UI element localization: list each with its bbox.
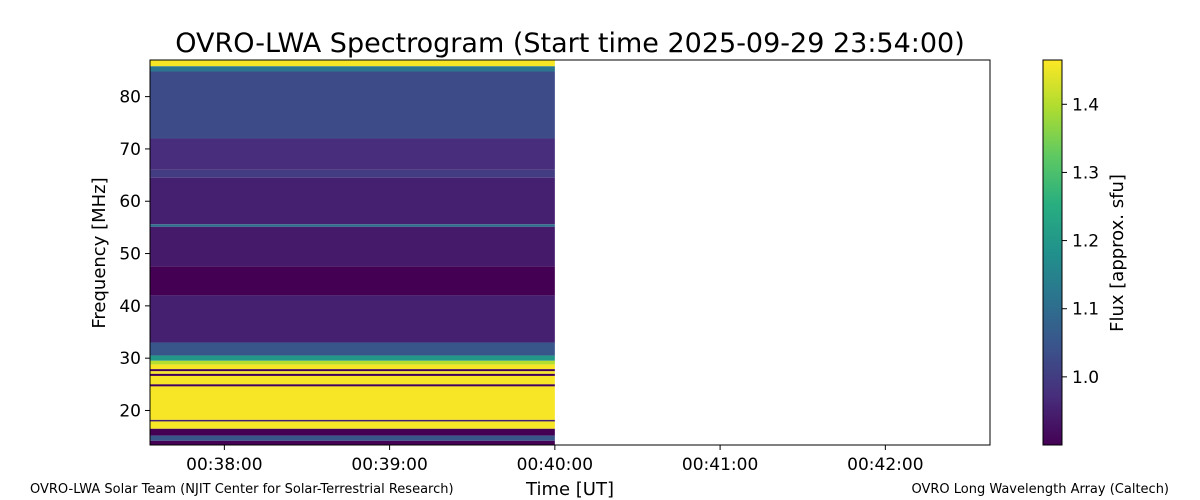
plot-frame xyxy=(149,59,991,446)
spectrogram-band xyxy=(150,440,555,445)
spectrogram-band xyxy=(150,421,555,429)
colorbar-tick-label: 1.0 xyxy=(1072,368,1099,388)
spectrogram-band xyxy=(150,60,555,67)
spectrogram-band xyxy=(150,138,555,170)
chart-title: OVRO-LWA Spectrogram (Start time 2025-09… xyxy=(175,28,965,59)
spectrogram-band xyxy=(150,266,555,296)
y-tick-label: 40 xyxy=(119,297,141,317)
colorbar xyxy=(1042,59,1063,446)
y-axis-ticks: 20 30 40 50 60 70 80 xyxy=(119,88,150,421)
spectrogram-band xyxy=(150,364,555,370)
spectrogram-band xyxy=(150,369,555,372)
x-tick-label: 00:42:00 xyxy=(847,455,923,475)
x-tick-label: 00:38:00 xyxy=(186,455,262,475)
y-tick-label: 70 xyxy=(119,140,141,160)
colorbar-tick-label: 1.1 xyxy=(1072,300,1099,320)
spectrogram-band xyxy=(150,177,555,225)
y-tick-label: 30 xyxy=(119,349,141,369)
colorbar-tick-label: 1.2 xyxy=(1072,232,1099,252)
colorbar-label: Flux [approx. sfu] xyxy=(1107,174,1128,332)
x-tick-label: 00:40:00 xyxy=(517,455,593,475)
spectrogram-band xyxy=(150,66,555,72)
spectrogram-band xyxy=(150,226,555,267)
spectrogram-band xyxy=(150,371,555,374)
footer-credit-right: OVRO Long Wavelength Array (Caltech) xyxy=(911,482,1169,497)
spectrogram-band xyxy=(150,360,555,365)
spectrogram-band xyxy=(150,355,555,361)
spectrogram-band xyxy=(150,428,555,436)
y-tick-label: 50 xyxy=(119,245,141,265)
x-axis-ticks: 00:38:00 00:39:00 00:40:00 00:41:00 00:42:00 xyxy=(186,445,924,475)
footer-credit-left: OVRO-LWA Solar Team (NJIT Center for Sol… xyxy=(30,482,454,497)
spectrogram-band xyxy=(150,342,555,356)
spectrogram-band xyxy=(150,71,555,139)
x-tick-label: 00:39:00 xyxy=(351,455,427,475)
spectrogram-band xyxy=(150,373,555,376)
colorbar-ticks: 1.0 1.1 1.2 1.3 1.4 xyxy=(1062,95,1099,388)
spectrogram-band xyxy=(150,375,555,385)
y-tick-label: 20 xyxy=(119,401,141,421)
y-tick-label: 80 xyxy=(119,88,141,108)
x-tick-label: 00:41:00 xyxy=(682,455,758,475)
spectrogram-band xyxy=(150,419,555,422)
spectrogram-band xyxy=(150,224,555,227)
spectrogram-band xyxy=(150,384,555,387)
y-tick-label: 60 xyxy=(119,192,141,212)
x-axis-label: Time [UT] xyxy=(525,479,614,500)
y-axis-label: Frequency [MHz] xyxy=(89,177,110,328)
colorbar-tick-label: 1.3 xyxy=(1072,163,1099,183)
spectrogram-heatmap xyxy=(150,60,555,445)
spectrogram-band xyxy=(150,295,555,343)
colorbar-tick-label: 1.4 xyxy=(1072,95,1099,115)
spectrogram-band xyxy=(150,169,555,178)
spectrogram-band xyxy=(150,435,555,441)
spectrogram-band xyxy=(150,386,555,420)
